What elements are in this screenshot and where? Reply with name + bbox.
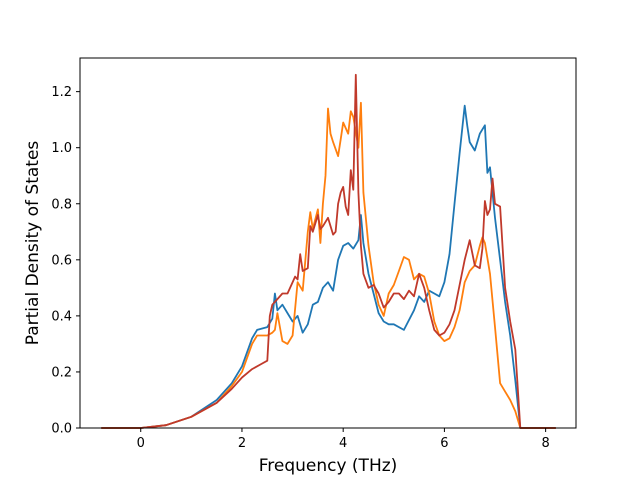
series-line-3 <box>101 73 556 429</box>
series-line-2 <box>101 101 556 429</box>
y-tick-label: 0.2 <box>51 365 72 380</box>
series-layer <box>101 73 556 429</box>
x-tick-label: 0 <box>137 436 145 451</box>
x-tick-label: 4 <box>339 436 347 451</box>
y-tick-label: 0.8 <box>51 197 72 212</box>
y-tick-label: 1.0 <box>51 141 72 156</box>
x-tick-label: 8 <box>541 436 549 451</box>
x-tick-label: 6 <box>440 436 448 451</box>
y-tick-label: 1.2 <box>51 85 72 100</box>
y-axis: 0.0 0.2 0.4 0.6 0.8 1.0 1.2 <box>51 85 80 437</box>
y-axis-title: Partial Density of States <box>23 141 43 346</box>
series-line-1 <box>101 104 556 429</box>
y-tick-label: 0.4 <box>51 309 72 324</box>
x-axis: 0 2 4 6 8 <box>137 428 550 451</box>
y-tick-label: 0.6 <box>51 253 72 268</box>
x-axis-title: Frequency (THz) <box>259 456 398 476</box>
x-tick-label: 2 <box>238 436 246 451</box>
y-tick-label: 0.0 <box>51 422 72 437</box>
plot-frame <box>79 57 577 429</box>
